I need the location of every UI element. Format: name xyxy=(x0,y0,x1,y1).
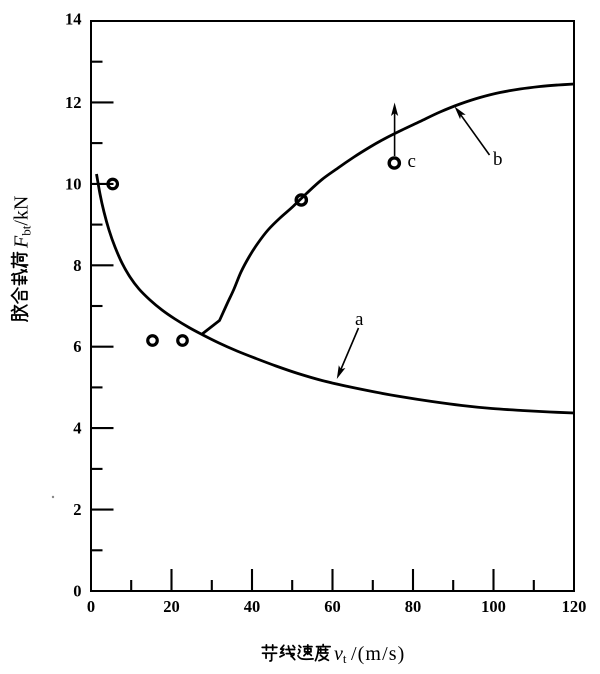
svg-text:14: 14 xyxy=(65,10,82,29)
svg-text:Fbt/kN: Fbt/kN xyxy=(11,196,34,249)
svg-text:20: 20 xyxy=(163,597,180,616)
svg-text:10: 10 xyxy=(65,174,82,193)
svg-text:0: 0 xyxy=(73,582,81,601)
svg-text:8: 8 xyxy=(73,256,81,275)
svg-text:60: 60 xyxy=(324,597,341,616)
svg-text:4: 4 xyxy=(73,419,81,438)
svg-text:2: 2 xyxy=(73,500,81,519)
svg-text:6: 6 xyxy=(73,337,81,356)
svg-text:12: 12 xyxy=(65,93,82,112)
svg-text:120: 120 xyxy=(562,597,587,616)
svg-text:0: 0 xyxy=(87,597,95,616)
svg-text:b: b xyxy=(493,149,503,170)
svg-text:c: c xyxy=(408,151,416,172)
svg-text:a: a xyxy=(355,309,364,330)
svg-text:40: 40 xyxy=(244,597,261,616)
svg-text:vt/(m/s): vt/(m/s) xyxy=(334,643,405,666)
svg-text:100: 100 xyxy=(481,597,506,616)
svg-text:80: 80 xyxy=(405,597,422,616)
